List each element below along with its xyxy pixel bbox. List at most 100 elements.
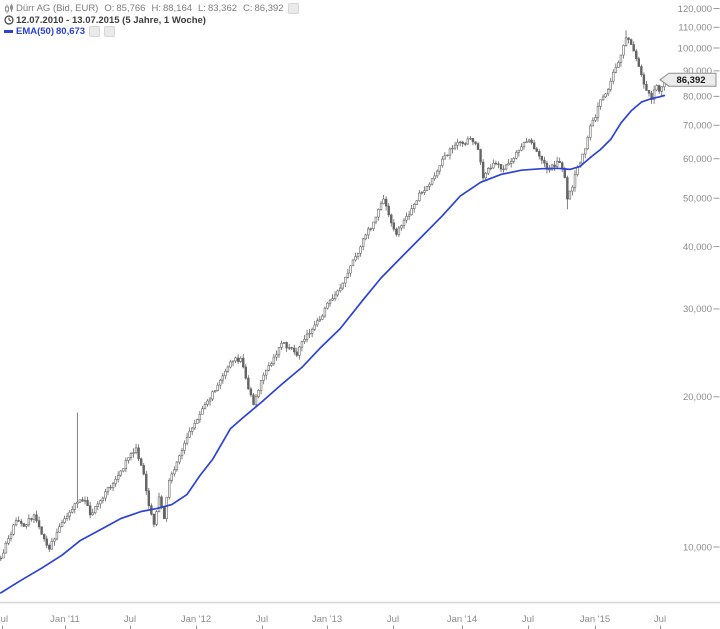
candle-body <box>415 200 418 205</box>
y-axis-label: 50,000 <box>683 194 712 205</box>
candle-body <box>231 360 235 363</box>
candle-body <box>487 168 490 174</box>
candle-body <box>254 396 258 405</box>
candle-body <box>568 190 572 200</box>
candle-body <box>339 287 342 292</box>
candle-body <box>428 183 431 187</box>
candle-body <box>295 351 299 356</box>
y-axis-label: 20,000 <box>683 392 712 403</box>
candle-body <box>168 480 171 498</box>
candle-body <box>188 430 191 438</box>
candle-body <box>303 339 306 342</box>
candle-body <box>594 117 597 121</box>
y-axis-label: 10,000 <box>683 542 712 553</box>
candle-body <box>464 143 467 145</box>
candle-body <box>504 164 508 170</box>
candle-body <box>229 361 232 368</box>
candle-body <box>433 175 436 180</box>
candle-body <box>45 538 48 546</box>
x-axis-label: Jan '14 <box>447 614 477 625</box>
candle-body <box>484 172 487 179</box>
candle-body <box>96 503 99 507</box>
candle-body <box>323 307 327 317</box>
y-axis-label: 40,000 <box>683 242 712 253</box>
x-axis-label: Jul <box>522 614 534 625</box>
indicator-row: EMA(50) 80,673 <box>3 26 299 38</box>
candle-body <box>152 513 156 525</box>
candle-body <box>272 356 276 364</box>
candle-body <box>441 158 444 166</box>
candle-body <box>492 162 495 169</box>
y-axis-label: 90,000 <box>683 66 712 77</box>
candle-body <box>78 499 82 503</box>
candle-body <box>106 486 110 493</box>
last-price-badge <box>659 72 717 87</box>
candle-body <box>4 542 8 554</box>
candle-body <box>313 324 316 330</box>
candle-body <box>430 178 434 185</box>
candle-body <box>642 74 646 85</box>
candle-body <box>25 524 28 527</box>
candle-body <box>308 333 311 335</box>
candle-body <box>42 534 46 540</box>
candle-body <box>7 538 10 544</box>
indicator-value: 80,673 <box>56 26 86 37</box>
candle-body <box>617 62 620 68</box>
y-axis-label: 110,000 <box>678 23 712 34</box>
candle-body <box>35 514 38 521</box>
candle-body <box>2 552 5 559</box>
clock-icon <box>3 15 14 25</box>
candle-body <box>418 192 421 202</box>
candle-body <box>183 442 186 451</box>
candle-body <box>497 163 500 165</box>
candle-body <box>83 500 87 502</box>
candle-body <box>652 89 656 100</box>
candle-body <box>474 141 477 144</box>
x-axis-label: Jul <box>387 614 399 625</box>
candle-body <box>604 93 607 98</box>
candle-body <box>104 491 107 499</box>
candle-body <box>435 170 439 177</box>
open-value: 85,766 <box>116 3 146 14</box>
instrument-settings-button[interactable] <box>287 3 299 15</box>
ema-line-icon <box>4 30 13 34</box>
candle-body <box>111 483 115 489</box>
candle-body <box>550 164 554 170</box>
candle-body <box>17 520 20 522</box>
candle-body <box>129 453 133 458</box>
candle-body <box>81 499 84 502</box>
candle-body <box>122 468 125 472</box>
candle-body <box>277 347 281 356</box>
candle-body <box>155 511 158 525</box>
candle-body <box>270 363 273 366</box>
candle-body <box>448 148 452 156</box>
candle-body <box>185 436 189 444</box>
candle-body <box>203 404 207 410</box>
candle-body <box>321 315 324 320</box>
candle-body <box>234 357 237 362</box>
candle-body <box>12 524 15 535</box>
candle-body <box>216 384 219 391</box>
candle-body <box>219 379 222 386</box>
indicator-settings-button[interactable] <box>89 26 101 38</box>
candle-body <box>476 143 480 150</box>
candle-body <box>252 394 255 405</box>
candle-body <box>191 427 194 432</box>
candle-body <box>58 526 61 533</box>
candle-body <box>535 148 538 152</box>
candle-body <box>586 137 589 150</box>
candle-body <box>206 400 209 405</box>
candle-body <box>14 520 18 526</box>
chart-legend: Dürr AG (Bid, EUR) O: 85,766 H: 88,164 L… <box>3 3 299 38</box>
candle-body <box>0 557 3 560</box>
indicator-remove-button[interactable] <box>104 26 116 38</box>
candle-body <box>581 153 584 164</box>
candle-body <box>9 533 13 539</box>
candle-body <box>591 119 595 127</box>
candle-body <box>451 147 454 150</box>
candle-body <box>349 265 352 274</box>
ema-line <box>0 94 666 594</box>
candle-body <box>224 370 227 377</box>
candle-body <box>520 146 523 151</box>
